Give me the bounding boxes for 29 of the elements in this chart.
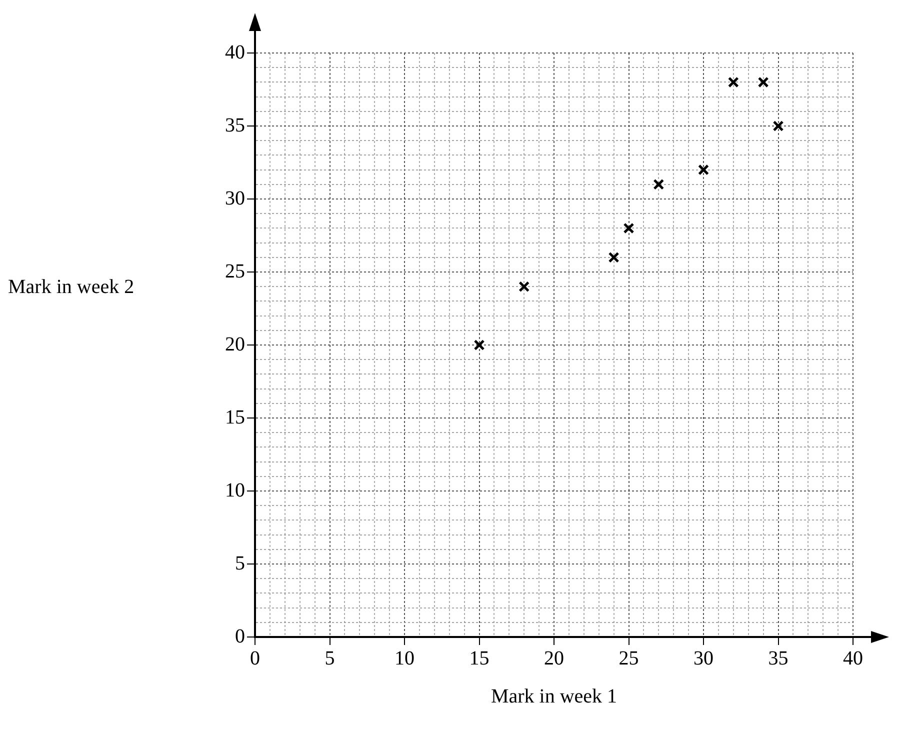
y-tick-label: 10: [225, 479, 245, 502]
x-tick-label: 35: [768, 647, 788, 670]
point: [728, 76, 739, 88]
x-tick-label: 0: [250, 647, 260, 670]
x-axis-title: Mark in week 1: [490, 685, 618, 708]
point: [474, 340, 485, 350]
x-tick-label: 20: [544, 647, 564, 670]
y-tick-label: 20: [225, 333, 245, 356]
y-tick-label: 30: [225, 187, 245, 210]
y-tick-label: 0: [235, 625, 245, 648]
y-axis-title: Mark in week 2: [8, 275, 136, 299]
point: [623, 222, 634, 234]
y-tick-label: 5: [235, 552, 245, 574]
x-tick-label: 5: [324, 647, 335, 670]
y-tick-label: 35: [225, 114, 245, 136]
x-tick-label: 40: [843, 647, 863, 670]
point: [698, 164, 709, 176]
point: [772, 120, 784, 132]
y-tick-label: 25: [225, 260, 245, 282]
point: [653, 178, 664, 190]
point: [758, 76, 769, 88]
point: [518, 281, 530, 292]
x-tick-label: 15: [469, 647, 490, 670]
point: [608, 252, 620, 263]
x-tick-label: 25: [618, 647, 639, 670]
y-tick-label: 15: [225, 406, 245, 428]
y-tick-label: 40: [225, 41, 245, 64]
x-tick-label: 10: [394, 647, 414, 670]
x-tick-label: 30: [694, 647, 714, 670]
